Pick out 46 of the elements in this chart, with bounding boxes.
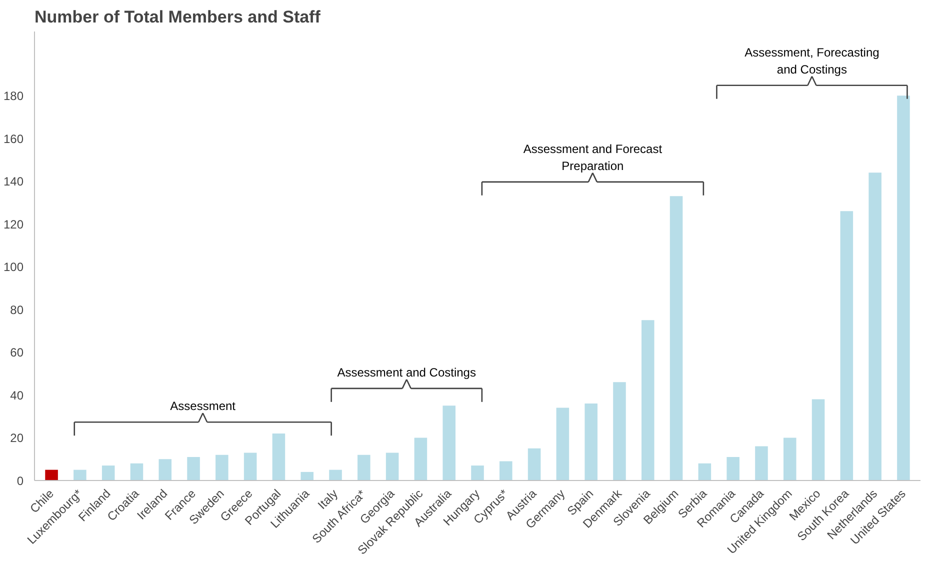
bar bbox=[783, 438, 796, 480]
y-tick-label: 0 bbox=[16, 474, 24, 488]
bar bbox=[414, 438, 428, 480]
bar bbox=[471, 466, 484, 480]
bar bbox=[840, 211, 854, 480]
bar bbox=[726, 456, 740, 480]
bar bbox=[45, 470, 58, 480]
bar bbox=[187, 456, 200, 480]
bar bbox=[300, 472, 314, 480]
y-tick-label: 100 bbox=[3, 260, 24, 274]
bar bbox=[442, 406, 456, 480]
bar bbox=[868, 172, 882, 480]
bar bbox=[216, 454, 228, 480]
annotation: Assessment, Forecasting and Costings bbox=[744, 46, 880, 76]
bar bbox=[386, 452, 399, 480]
y-tick-label: 120 bbox=[3, 217, 24, 232]
bar bbox=[755, 446, 768, 480]
bar bbox=[584, 404, 598, 480]
bar bbox=[613, 382, 626, 480]
bar bbox=[329, 470, 342, 480]
bar bbox=[130, 463, 144, 480]
y-tick-label: 160 bbox=[3, 132, 24, 146]
annotation: Assessment and Costings bbox=[337, 365, 476, 380]
annotation: Assessment and Forecast Preparation bbox=[523, 142, 663, 173]
bar bbox=[641, 320, 654, 480]
y-tick-label: 20 bbox=[10, 431, 24, 446]
bar bbox=[698, 463, 712, 480]
bar bbox=[556, 408, 570, 480]
annotation: Assessment bbox=[170, 399, 236, 414]
bar bbox=[500, 461, 512, 480]
bar bbox=[272, 433, 286, 480]
bar bbox=[74, 470, 86, 480]
y-tick-label: 80 bbox=[10, 302, 24, 317]
y-tick-label: 180 bbox=[3, 89, 24, 104]
y-tick-label: 140 bbox=[3, 174, 24, 189]
bar bbox=[244, 452, 257, 480]
bar bbox=[897, 96, 910, 480]
bar bbox=[158, 459, 172, 480]
bar bbox=[358, 454, 370, 480]
bar bbox=[812, 399, 825, 480]
bar bbox=[528, 448, 541, 480]
y-tick-label: 60 bbox=[10, 346, 24, 360]
bar bbox=[670, 196, 683, 480]
chart-title: Number of Total Members and Staff bbox=[34, 8, 321, 26]
y-tick-label: 40 bbox=[10, 388, 24, 402]
bar bbox=[102, 466, 115, 480]
